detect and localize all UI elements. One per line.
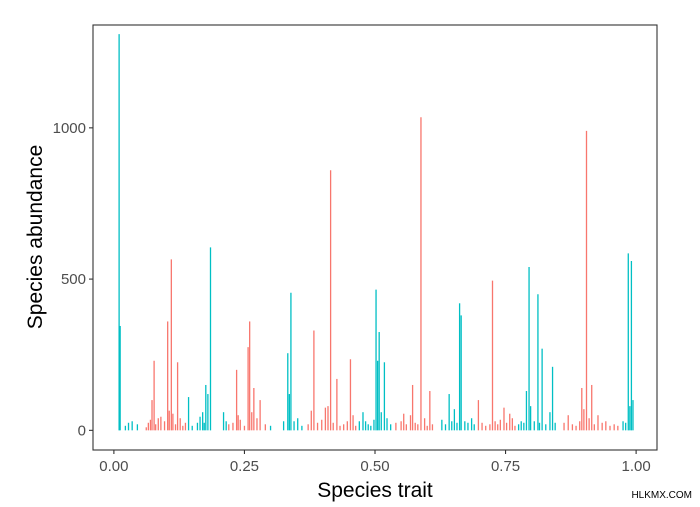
x-tick-label: 0.00 [99,458,128,475]
y-axis-title: Species abundance [24,145,47,329]
bar-layer [118,34,634,431]
x-axis-title: Species trait [317,479,433,502]
x-tick-label: 0.50 [360,458,389,475]
y-axis: 0 500 1000 [53,120,93,439]
y-tick-label: 1000 [53,120,86,137]
watermark: HLKMX.COM [631,490,692,501]
x-axis: 0.00 0.25 0.50 0.75 1.00 [99,450,651,475]
x-tick-label: 0.75 [491,458,520,475]
y-tick-label: 0 [78,422,86,439]
x-tick-label: 1.00 [622,458,651,475]
x-tick-label: 0.25 [230,458,259,475]
y-tick-label: 500 [61,271,86,288]
